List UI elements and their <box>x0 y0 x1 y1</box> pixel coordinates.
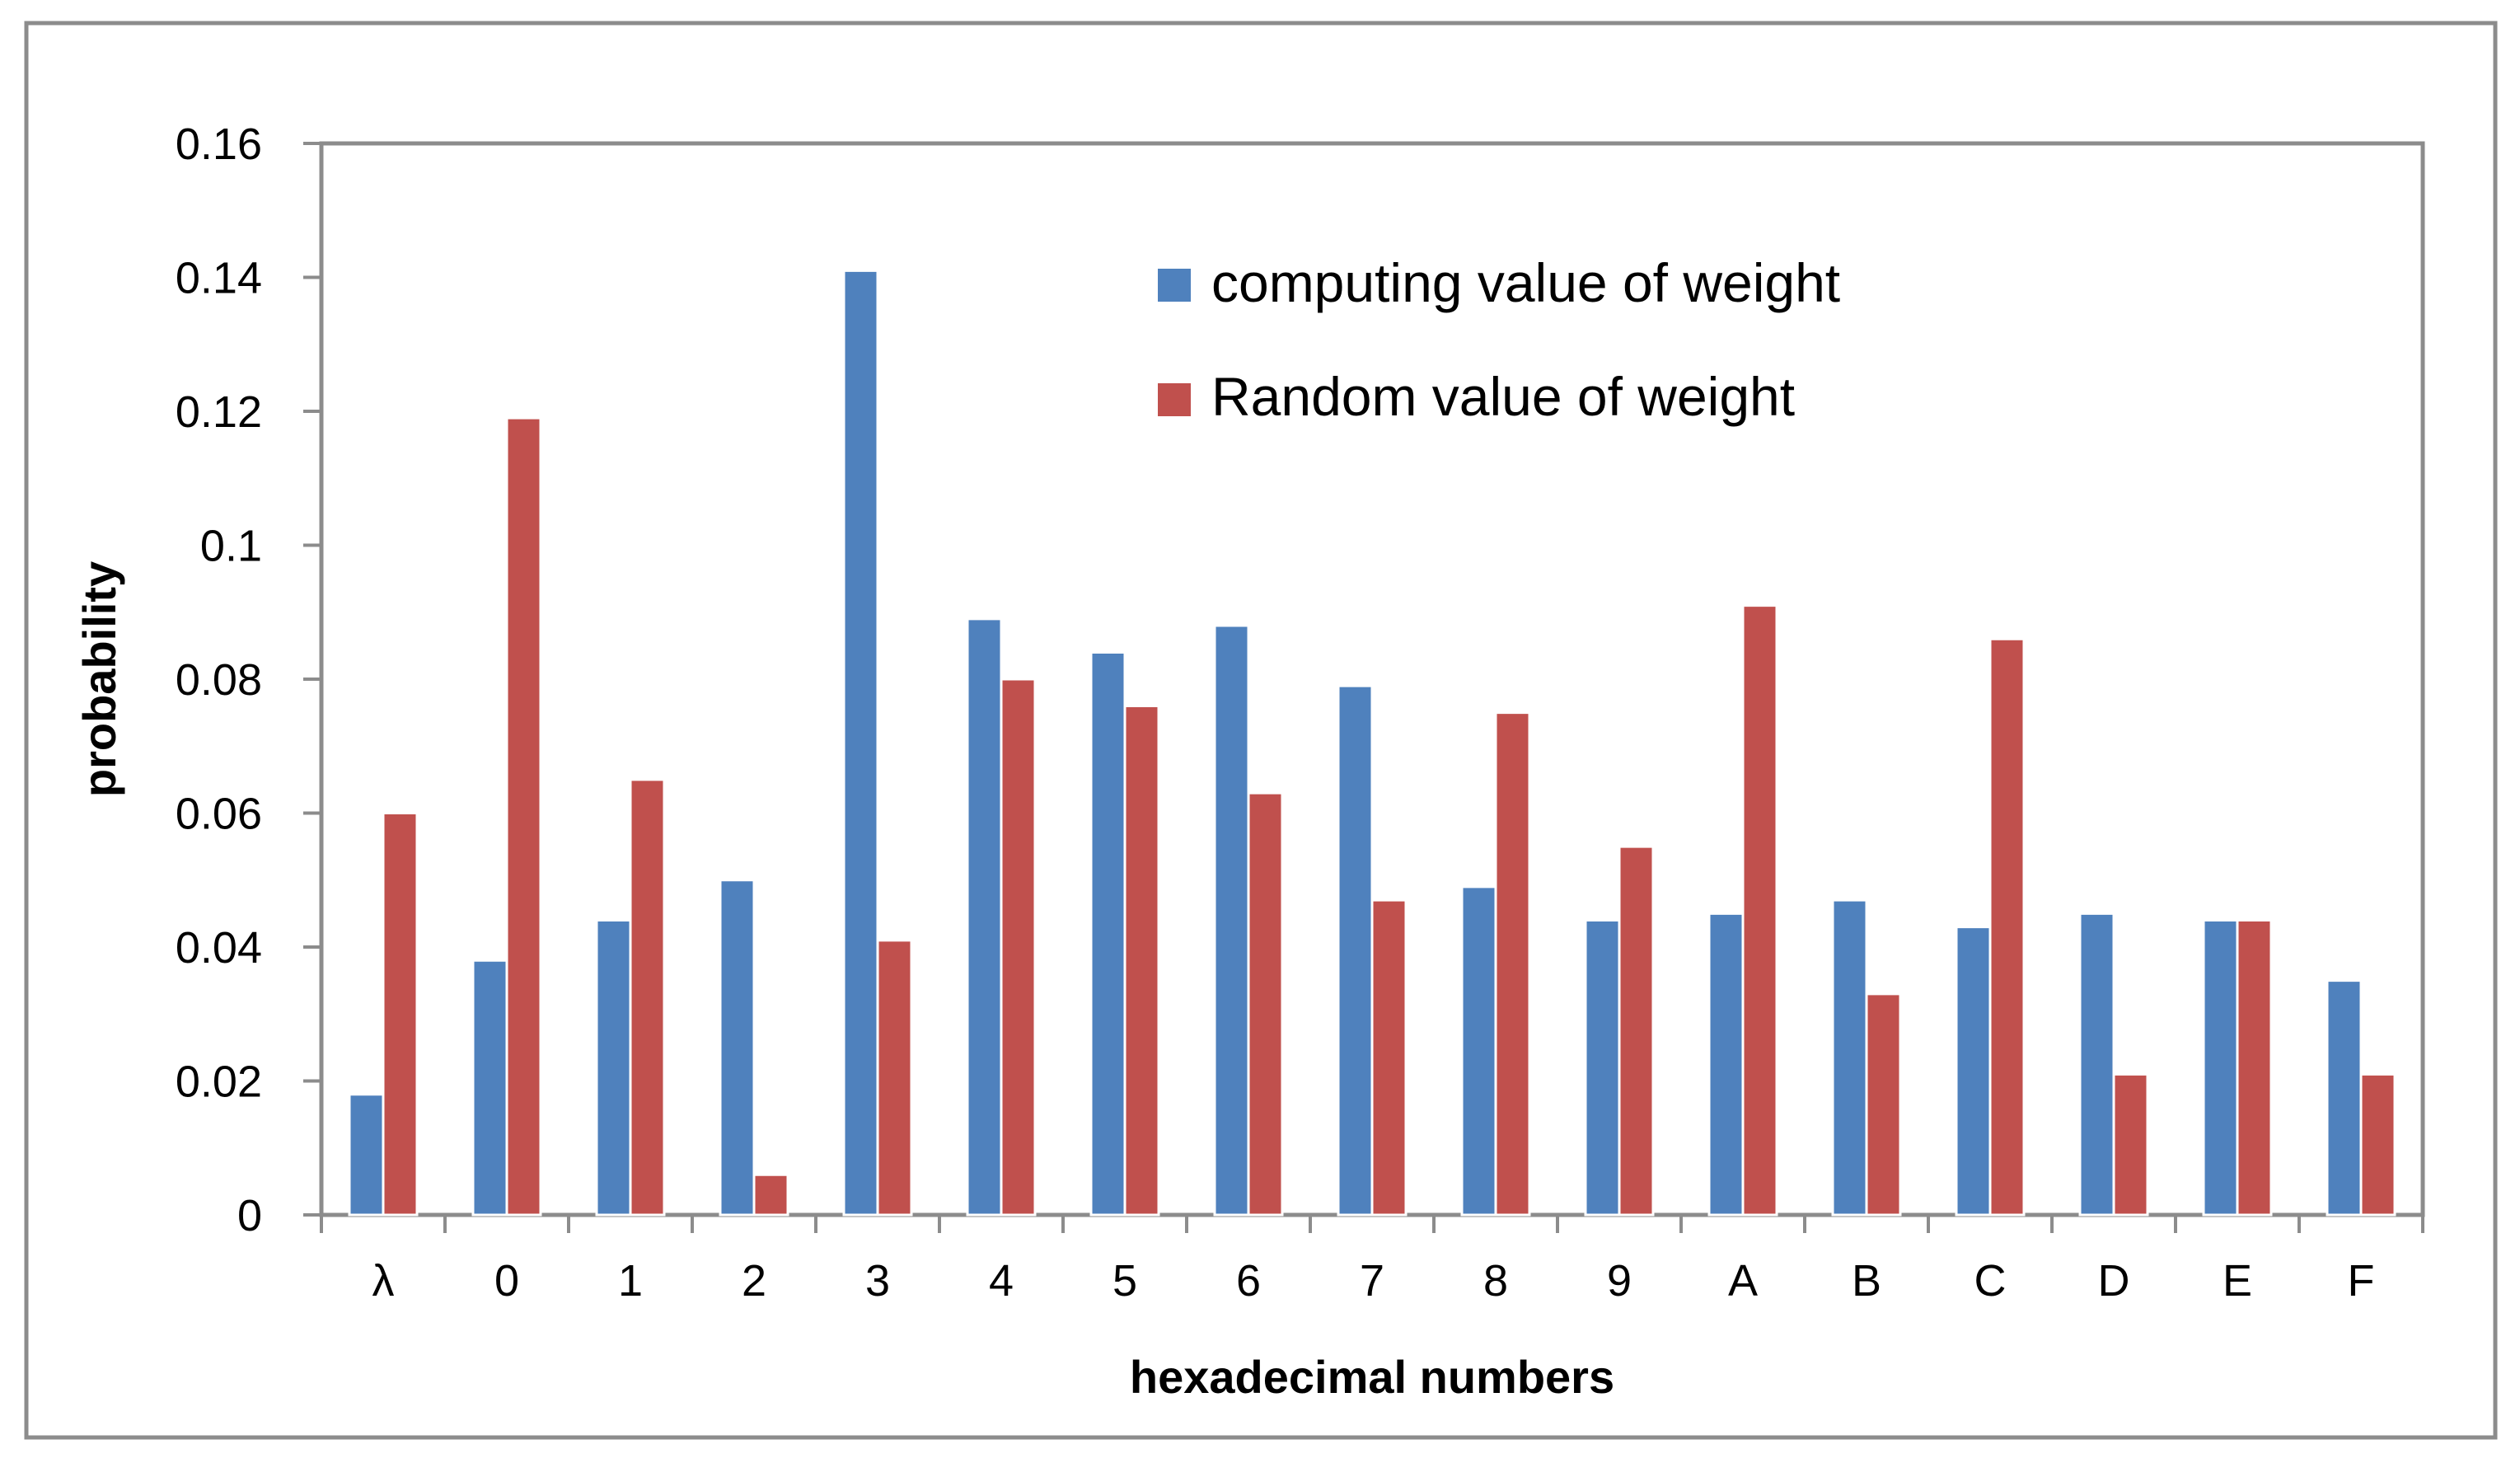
y-tick-label: 0.02 <box>176 1057 262 1107</box>
bar-series-1-7 <box>1213 624 1250 1217</box>
legend-label-series-1: computing value of weight <box>1211 252 1840 313</box>
x-tick-label: F <box>2348 1256 2375 1306</box>
y-tick-label: 0.12 <box>176 387 262 437</box>
bar-series-2-0 <box>382 812 419 1217</box>
x-tick-label: B <box>1852 1256 1881 1306</box>
bar-series-2-3 <box>752 1173 789 1217</box>
legend-swatch-series-1 <box>1158 269 1191 302</box>
bar-series-2-13 <box>1988 637 2026 1217</box>
x-tick-label: 5 <box>1112 1256 1137 1306</box>
bar-series-1-15 <box>2202 919 2239 1217</box>
bar-series-2-2 <box>629 778 666 1217</box>
x-tick-label: 7 <box>1360 1256 1384 1306</box>
bar-series-1-10 <box>1584 919 1621 1217</box>
x-tick-label: E <box>2223 1256 2252 1306</box>
legend-label-series-2: Random value of weight <box>1211 366 1795 427</box>
y-tick-label: 0.1 <box>200 522 262 571</box>
bar-series-1-12 <box>1831 898 1868 1217</box>
x-tick-label: 1 <box>618 1256 643 1306</box>
bar-series-2-7 <box>1247 791 1284 1217</box>
legend: computing value of weight Random value o… <box>1158 252 1840 427</box>
bar-series-2-4 <box>876 939 913 1217</box>
bar-series-1-9 <box>1460 885 1497 1217</box>
bar-series-2-14 <box>2112 1072 2149 1217</box>
x-tick-label: 3 <box>865 1256 890 1306</box>
bar-series-2-5 <box>1000 678 1037 1217</box>
bar-series-1-1 <box>471 959 508 1217</box>
bar-series-1-5 <box>966 617 1003 1217</box>
bar-series-1-2 <box>595 919 632 1217</box>
bar-series-1-11 <box>1707 912 1745 1217</box>
bar-series-1-4 <box>842 269 879 1217</box>
x-tick-label: D <box>2098 1256 2130 1306</box>
bar-series-2-6 <box>1123 705 1160 1217</box>
x-tick-label: 0 <box>494 1256 519 1306</box>
bar-series-2-10 <box>1618 845 1655 1217</box>
bar-series-1-0 <box>348 1093 385 1217</box>
y-axis-title: probability <box>73 561 125 797</box>
bar-series-1-14 <box>2078 912 2115 1217</box>
bar-series-1-13 <box>1955 926 1992 1217</box>
x-tick-label: λ <box>372 1256 395 1306</box>
bar-series-1-3 <box>719 879 756 1217</box>
bar-series-1-16 <box>2326 979 2363 1217</box>
legend-swatch-series-2 <box>1158 383 1191 416</box>
x-tick-label: 2 <box>742 1256 766 1306</box>
y-tick-label: 0.14 <box>176 254 262 303</box>
y-tick-label: 0.08 <box>176 655 262 705</box>
x-tick-label: 4 <box>989 1256 1014 1306</box>
y-tick-label: 0 <box>237 1191 262 1240</box>
y-tick-label: 0.06 <box>176 790 262 839</box>
y-tick-label: 0.04 <box>176 923 262 973</box>
x-axis-title: hexadecimal numbers <box>1130 1351 1614 1403</box>
y-axis: 0 0.02 0.04 0.06 0.08 0.1 0.12 0.14 0.16 <box>176 120 321 1240</box>
bar-series-2-8 <box>1370 898 1408 1217</box>
x-tick-label: 9 <box>1607 1256 1632 1306</box>
bar-series-1-8 <box>1337 684 1374 1217</box>
bar-series-2-16 <box>2359 1072 2396 1217</box>
bar-series-2-1 <box>505 416 542 1217</box>
x-tick-label: A <box>1728 1256 1758 1306</box>
bar-series-2-12 <box>1865 992 1902 1217</box>
bars-group <box>348 269 2396 1217</box>
x-tick-label: 6 <box>1236 1256 1261 1306</box>
x-axis: λ 0 1 2 3 4 5 6 7 8 9 A B C D E F <box>320 1215 2424 1306</box>
bar-series-1-6 <box>1089 651 1127 1217</box>
y-tick-label: 0.16 <box>176 120 262 169</box>
bar-series-2-9 <box>1494 711 1531 1217</box>
bar-series-2-15 <box>2236 919 2273 1217</box>
x-tick-label: C <box>1974 1256 2007 1306</box>
bar-series-2-11 <box>1741 604 1778 1217</box>
x-tick-label: 8 <box>1483 1256 1508 1306</box>
